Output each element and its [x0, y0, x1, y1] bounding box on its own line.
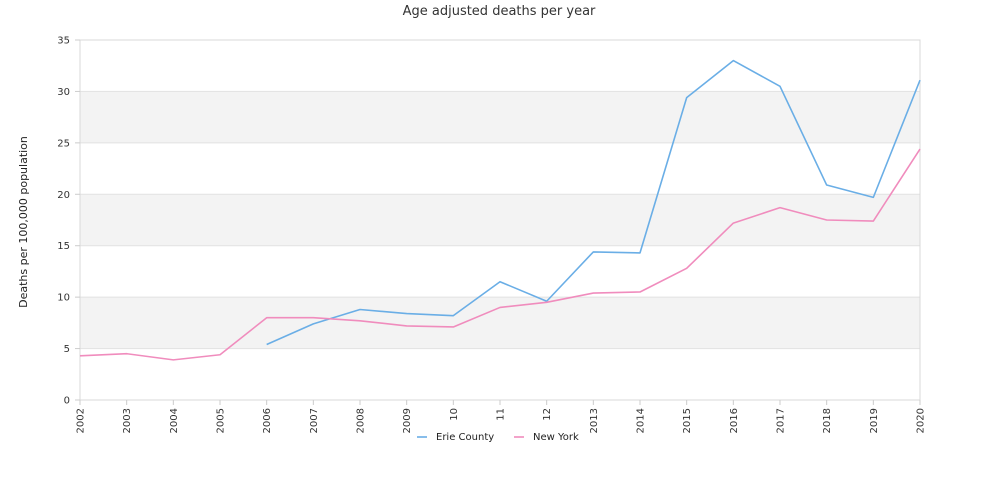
legend-label: Erie County: [436, 432, 494, 443]
y-tick-label: 20: [57, 190, 70, 201]
x-tick-label: 2002: [76, 408, 87, 433]
x-tick-label: 2015: [682, 408, 693, 433]
series-line: [79, 148, 921, 361]
x-tick-label: 2016: [729, 408, 740, 433]
y-tick-label: 5: [64, 344, 70, 355]
y-axis-title: Deaths per 100,000 population: [17, 136, 30, 308]
grid-band: [80, 194, 920, 246]
grid-band: [80, 297, 920, 349]
x-tick-label: 2020: [916, 408, 927, 433]
x-axis: 2002 2003 2004 2005 2006 2007 2008 2009 10 11 12 20…: [76, 400, 927, 433]
x-tick-label: 2007: [309, 408, 320, 433]
y-tick-label: 10: [57, 293, 70, 304]
x-tick-label: 10: [449, 408, 460, 421]
chart-title: Age adjusted deaths per year: [403, 4, 596, 19]
x-tick-label: 2005: [216, 408, 227, 433]
series-lines: [79, 59, 921, 361]
y-tick-label: 25: [57, 138, 70, 149]
y-tick-label: 15: [57, 241, 70, 252]
x-tick-label: 2017: [776, 408, 787, 433]
grid-band: [80, 91, 920, 143]
x-tick-label: 2018: [822, 408, 833, 433]
legend: Erie County New York: [417, 432, 579, 443]
grid-bands: [80, 91, 920, 349]
x-tick-label: 11: [496, 408, 507, 421]
x-tick-label: 2003: [122, 408, 133, 433]
y-tick-label: 35: [57, 36, 70, 47]
legend-item: New York: [514, 432, 579, 443]
series-line: [266, 59, 921, 346]
x-tick-label: 2004: [169, 408, 180, 433]
legend-item: Erie County: [417, 432, 494, 443]
x-tick-label: 2008: [356, 408, 367, 433]
y-tick-label: 0: [64, 396, 70, 407]
x-tick-label: 12: [542, 408, 553, 421]
legend-label: New York: [533, 432, 579, 443]
x-tick-label: 2014: [636, 408, 647, 433]
x-tick-label: 2006: [262, 408, 273, 433]
x-tick-label: 2019: [869, 408, 880, 433]
y-tick-label: 30: [57, 87, 70, 98]
x-tick-label: 2009: [402, 408, 413, 433]
y-axis: 0 5 10 15 20 25 30 35: [57, 36, 80, 407]
x-tick-label: 2013: [589, 408, 600, 433]
